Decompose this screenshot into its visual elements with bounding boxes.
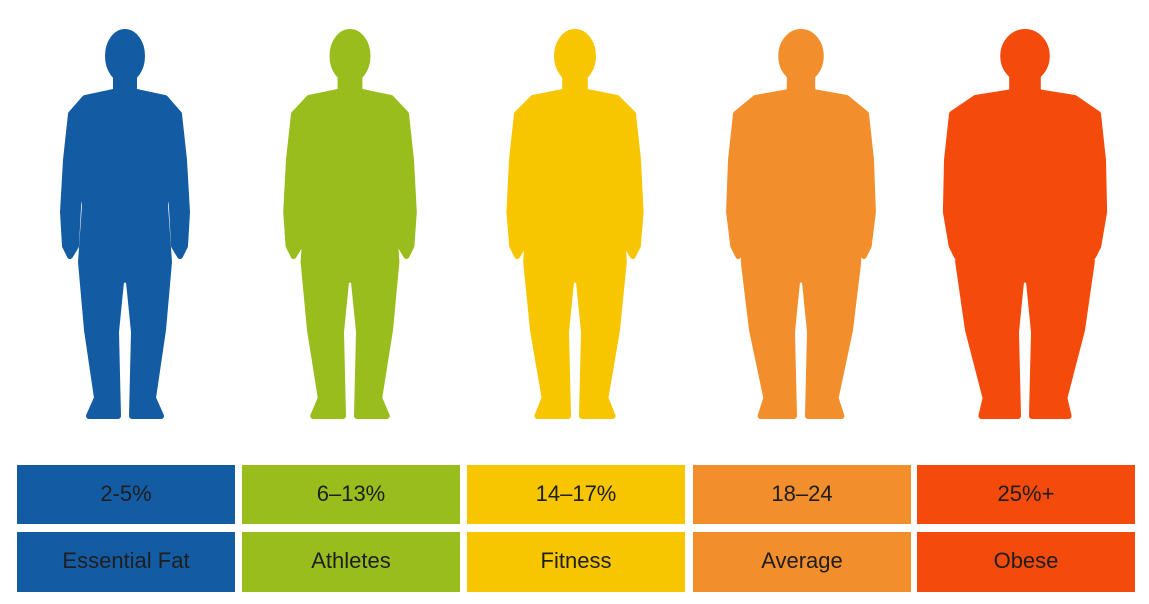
label-box bbox=[917, 532, 1135, 592]
label-text: Essential Fat bbox=[62, 548, 189, 573]
silhouette bbox=[283, 89, 417, 419]
range-text: 18–24 bbox=[771, 481, 832, 506]
label-text: Fitness bbox=[541, 548, 612, 573]
range-box bbox=[693, 465, 911, 524]
silhouette bbox=[942, 89, 1108, 419]
silhouette bbox=[506, 89, 644, 419]
body-figure bbox=[942, 29, 1108, 419]
range-text: 14–17% bbox=[536, 481, 617, 506]
body-figure bbox=[283, 29, 417, 419]
silhouette bbox=[60, 89, 190, 419]
range-box bbox=[467, 465, 685, 524]
body-figure bbox=[506, 29, 644, 419]
body-figure bbox=[60, 29, 190, 419]
label-box bbox=[242, 532, 460, 592]
label-text: Average bbox=[761, 548, 843, 573]
label-text: Athletes bbox=[311, 548, 391, 573]
range-text: 25%+ bbox=[998, 481, 1055, 506]
range-box bbox=[917, 465, 1135, 524]
label-text: Obese bbox=[994, 548, 1059, 573]
range-text: 6–13% bbox=[317, 481, 386, 506]
label-box bbox=[17, 532, 235, 592]
range-box bbox=[242, 465, 460, 524]
body-figure bbox=[726, 29, 876, 419]
label-box bbox=[693, 532, 911, 592]
range-box bbox=[17, 465, 235, 524]
range-text: 2-5% bbox=[100, 481, 151, 506]
silhouette bbox=[726, 89, 876, 419]
label-box bbox=[467, 532, 685, 592]
